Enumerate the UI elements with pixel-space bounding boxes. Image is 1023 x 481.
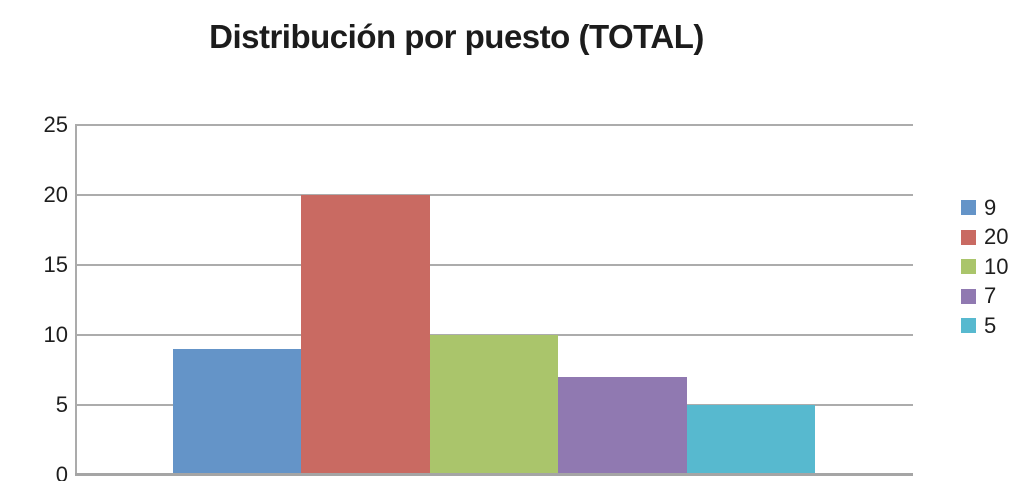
bar-series-10 [429,335,559,475]
legend-item-5: 5 [961,314,1008,336]
legend-item-20: 20 [961,226,1008,248]
legend-swatch-icon [961,229,976,245]
legend-item-9: 9 [961,196,1008,218]
legend-label: 20 [984,224,1009,249]
legend-swatch-icon [961,288,976,304]
legend-label: 7 [984,283,997,308]
gridline-25 [77,124,913,126]
y-tick-label-5: 5 [55,392,68,417]
legend-swatch-icon [961,200,976,215]
bar-series-5 [686,405,815,475]
gridline-15 [77,264,913,266]
y-tick-label-15: 15 [43,252,68,277]
y-tick-label-20: 20 [43,182,68,207]
legend: 9 20 10 7 5 [961,196,1008,348]
y-tick-label-10: 10 [43,322,68,347]
legend-label: 10 [984,253,1009,279]
y-tick-label-25: 25 [43,112,68,137]
bar-series-9 [173,349,302,475]
bar-series-7 [558,377,687,475]
legend-item-10: 10 [961,255,1008,277]
y-axis-line [75,124,77,475]
legend-swatch-icon [961,259,976,274]
legend-item-7: 7 [961,285,1008,307]
y-tick-label-0: 0 [55,462,68,481]
chart-title: Distribución por puesto (TOTAL) [209,18,704,55]
plot-area [77,124,913,475]
bar-series-20 [301,195,430,475]
x-axis-line [75,473,913,476]
gridline-20 [77,194,913,196]
legend-label: 9 [984,194,997,220]
legend-label: 5 [984,312,997,338]
legend-swatch-icon [961,318,976,333]
